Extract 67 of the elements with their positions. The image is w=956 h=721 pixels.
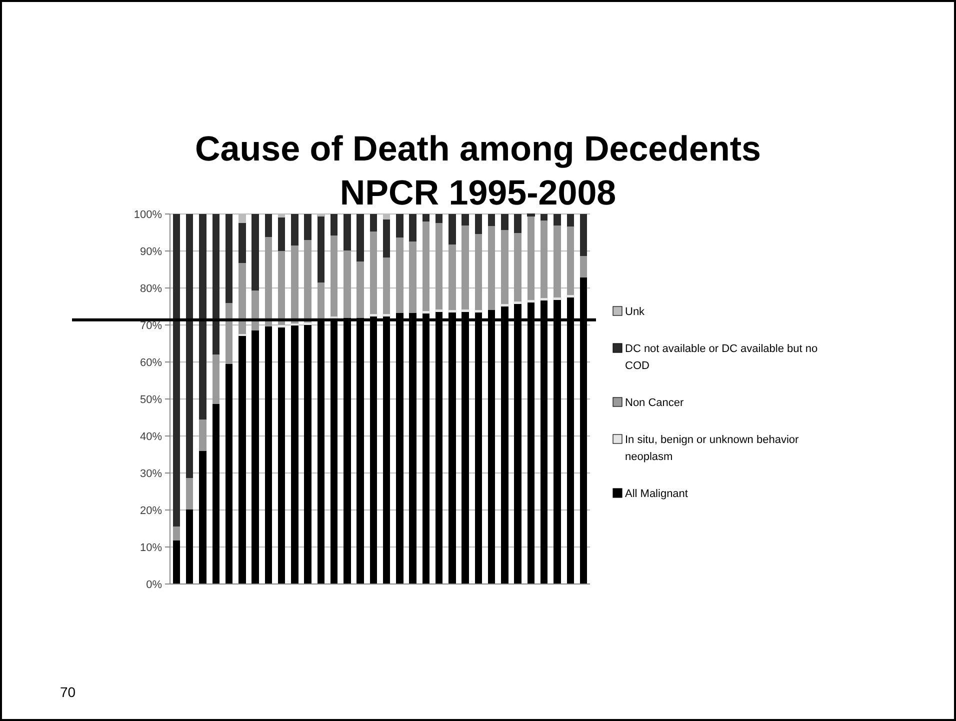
bar xyxy=(501,214,508,230)
y-tick-label: 30% xyxy=(140,468,162,480)
bar xyxy=(435,214,443,223)
y-tick-label: 40% xyxy=(140,430,162,443)
bar xyxy=(278,214,286,218)
text: 70 xyxy=(60,684,76,700)
bar xyxy=(356,214,364,262)
bar xyxy=(278,327,286,584)
y-tick-label: 50% xyxy=(140,394,162,406)
bar xyxy=(172,526,180,541)
bar xyxy=(225,214,233,304)
y-tick-label: 60% xyxy=(140,356,162,369)
bar xyxy=(304,324,312,584)
bar xyxy=(212,214,220,355)
bar xyxy=(330,214,338,236)
bar xyxy=(422,214,430,222)
bar xyxy=(225,364,233,584)
legend-label: DC not available or DC available but no COD xyxy=(625,342,818,372)
bar xyxy=(186,478,194,510)
legend-label: Non Cancer xyxy=(625,396,684,409)
bar xyxy=(317,216,325,282)
bar xyxy=(278,217,286,251)
chart-title: Cause of Death among Decedents xyxy=(195,129,761,168)
bar xyxy=(580,214,588,256)
bar xyxy=(580,256,588,278)
y-tick-label: 10% xyxy=(140,542,162,554)
bar xyxy=(186,510,194,584)
y-tick-label: 70% xyxy=(140,320,162,332)
bar xyxy=(409,214,416,242)
legend-label: In situ, benign or unknown behavior neoplasm xyxy=(625,434,800,463)
bar xyxy=(448,214,456,245)
bar xyxy=(172,540,180,584)
bar xyxy=(252,330,259,584)
bar xyxy=(370,214,378,232)
legend-label: Unk xyxy=(625,306,646,318)
bar xyxy=(238,222,246,263)
bar xyxy=(252,214,259,291)
bar xyxy=(344,214,351,251)
y-tick-label: 0% xyxy=(146,578,162,591)
bar xyxy=(462,214,469,226)
bar xyxy=(382,214,390,220)
bar xyxy=(291,325,298,584)
y-tick-label: 20% xyxy=(140,504,162,517)
bar xyxy=(304,214,312,240)
bar xyxy=(199,214,206,420)
bar xyxy=(514,214,522,233)
bar xyxy=(291,214,298,246)
bar xyxy=(554,214,561,226)
y-tick-label: 80% xyxy=(140,282,162,295)
bar xyxy=(382,220,390,258)
bar xyxy=(264,214,272,237)
bar xyxy=(238,214,246,223)
legend-label: All Malignant xyxy=(625,488,688,500)
bar xyxy=(396,214,404,238)
bar xyxy=(264,326,272,584)
y-tick-label: 90% xyxy=(140,246,162,258)
bar xyxy=(540,214,548,221)
bar xyxy=(186,214,194,478)
bar xyxy=(566,214,574,227)
bar xyxy=(488,214,496,226)
y-tick-label: 100% xyxy=(134,208,162,221)
bar xyxy=(172,214,180,526)
bar xyxy=(199,450,206,584)
bar xyxy=(212,404,220,584)
bar xyxy=(238,336,246,584)
bar xyxy=(474,214,482,234)
chart-subtitle: NPCR 1995-2008 xyxy=(340,173,616,212)
